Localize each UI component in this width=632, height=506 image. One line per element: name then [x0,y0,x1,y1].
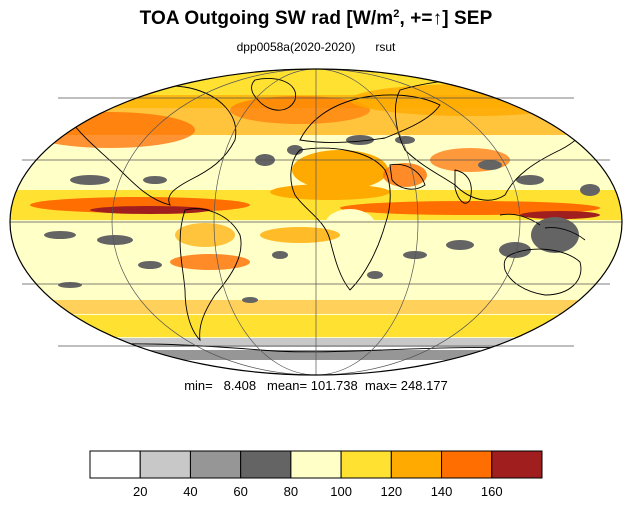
colorbar-box [139,450,191,479]
colorbar-tick-label: 140 [431,484,453,499]
colorbar-box [491,450,543,479]
amazon-band [175,223,235,247]
colorbar-tick-label: 120 [380,484,402,499]
variable-label: rsut [375,40,396,54]
experiment-label: dpp0058a(2020-2020) [236,40,356,54]
north-atlantic-storm [230,96,370,124]
indonesia-coast [499,213,586,241]
title-superscript: 2 [393,8,400,20]
colorbar-tick-label: 80 [284,484,298,499]
colorbar-box [441,450,493,479]
colorbar-box [189,450,242,479]
field-statistics: min= 8.408 mean= 101.738 max= 248.177 [0,378,632,393]
colorbar-box [240,450,292,479]
colorbar-tick-label: 100 [330,484,352,499]
max-label: max= [364,378,398,393]
africa-coast [290,147,391,291]
plot-title: TOA Outgoing SW rad [W/m2, +=↑] SEP [0,8,632,30]
greenland-coast [251,77,297,111]
arabia-coast [389,163,426,190]
max-value: 248.177 [400,378,448,393]
clear-sky-patches [44,135,600,303]
india-coast [454,169,472,204]
map-border [9,68,623,376]
colorbar-box [290,450,342,479]
se-pacific-stratus [170,254,250,270]
itcz-indian [340,201,600,215]
mean-value: 101.738 [310,378,358,393]
min-value: 8.408 [223,378,257,393]
itcz-indian-core [520,211,600,219]
arabia-bright [383,163,427,187]
colorbar-box [89,450,141,479]
colorbar-tick-label: 160 [481,484,503,499]
australia-coast [503,248,582,296]
colorbar-box [340,450,392,479]
antarctic-dark-band [150,350,480,360]
title-prefix: TOA Outgoing SW rad [W/m [139,8,394,29]
colorbar-tick-label: 20 [133,484,147,499]
subtitle: dpp0058a(2020-2020) rsut [0,40,632,54]
europe-coast [299,94,441,144]
coastlines [39,77,611,353]
colorbar-tick-label: 40 [183,484,197,499]
south-america-coast [179,208,242,342]
min-label: min= [184,378,213,393]
title-suffix: , +=↑] SEP [399,8,493,29]
colorbar-tick-label: 60 [233,484,247,499]
south-atlantic-band [260,227,340,243]
itcz-pacific-core [90,206,210,214]
colorbar-box [390,450,443,479]
mean-label: mean= [267,378,308,393]
